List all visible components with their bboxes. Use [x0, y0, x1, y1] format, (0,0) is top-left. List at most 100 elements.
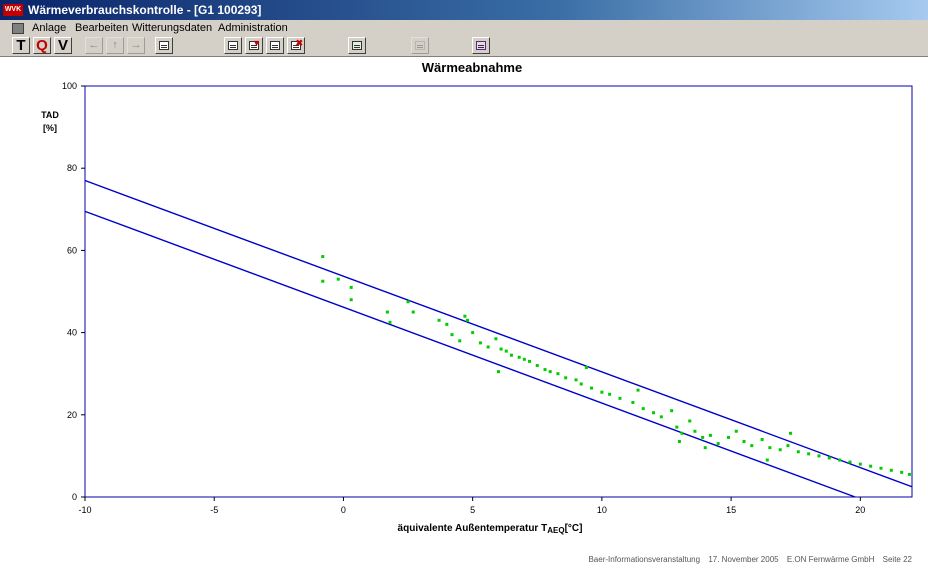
data-point: [349, 298, 353, 302]
x-tick-label: 20: [855, 505, 865, 515]
x-tick-label: 5: [470, 505, 475, 515]
data-point: [869, 464, 873, 468]
data-point: [478, 341, 482, 345]
data-point: [608, 392, 612, 396]
pointer-button[interactable]: [266, 37, 284, 54]
data-point: [564, 376, 568, 380]
v-button[interactable]: V: [54, 37, 72, 54]
chart-edit-button[interactable]: [348, 37, 366, 54]
menu-bearbeiten[interactable]: Bearbeiten: [75, 22, 129, 34]
data-point: [879, 466, 883, 470]
y-tick-label: 40: [67, 328, 77, 338]
data-point: [548, 370, 552, 374]
data-point: [708, 433, 712, 437]
q-letter-icon: Q: [36, 37, 48, 54]
footer-company: E.ON Fernwärme GmbH: [786, 555, 875, 564]
forward-button[interactable]: →: [127, 37, 145, 54]
window-title-bar[interactable]: WVK Wärmeverbrauchskontrolle - [G1 10029…: [0, 0, 928, 20]
x-axis: -10 -5 0 5 10 15 20: [78, 497, 865, 515]
filter-button[interactable]: ▼: [245, 37, 263, 54]
menu-witterungsdaten[interactable]: Witterungsdaten: [132, 22, 213, 34]
slide-footer: Baer-Informationsveranstaltung 17. Novem…: [0, 555, 912, 564]
data-point: [388, 320, 392, 324]
data-point: [385, 310, 389, 314]
menu-anlage[interactable]: Anlage: [32, 22, 67, 34]
window-title: Wärmeverbrauchskontrolle - [G1 100293]: [28, 3, 262, 17]
data-point: [509, 353, 513, 357]
y-tick-label: 100: [62, 81, 77, 91]
delete-icon: [291, 41, 301, 50]
data-point: [535, 363, 539, 367]
data-point: [778, 448, 782, 452]
data-point: [411, 310, 415, 314]
data-point: [734, 429, 738, 433]
data-point: [680, 431, 684, 435]
menu-bar: Anlage Bearbeiten Witterungsdaten Admini…: [0, 20, 928, 36]
y-tick-label: 80: [67, 163, 77, 173]
footer-date: 17. November 2005: [708, 555, 779, 564]
up-button[interactable]: ↑: [106, 37, 124, 54]
footer-event: Baer-Informationsveranstaltung: [588, 555, 701, 564]
data-point: [659, 415, 663, 419]
y-tick-label: 60: [67, 245, 77, 255]
data-point: [786, 444, 790, 448]
limit-lines: [84, 179, 913, 498]
data-point: [321, 279, 325, 283]
data-point: [584, 366, 588, 370]
data-point: [900, 470, 904, 474]
menu-administration[interactable]: Administration: [218, 22, 288, 34]
back-button[interactable]: ←: [85, 37, 103, 54]
data-point: [742, 440, 746, 444]
data-point: [827, 456, 831, 460]
data-point: [336, 277, 340, 281]
data-point: [450, 333, 454, 337]
delete-button[interactable]: ✖: [287, 37, 305, 54]
chart-title: Wärmeabnahme: [422, 60, 522, 75]
data-point: [543, 368, 547, 372]
v-letter-icon: V: [57, 37, 68, 54]
plot-area-frame: [84, 85, 913, 498]
data-point: [517, 355, 521, 359]
x-axis-label: äquivalente Außentemperatur TAEQ[°C]: [398, 523, 583, 535]
data-point: [494, 337, 498, 341]
data-point: [703, 446, 707, 450]
data-point: [522, 357, 526, 361]
data-point: [716, 442, 720, 446]
document-menu-icon[interactable]: [12, 23, 24, 34]
data-point: [465, 318, 469, 322]
data-point: [789, 431, 793, 435]
data-point: [636, 388, 640, 392]
data-point: [437, 318, 441, 322]
print-button[interactable]: [224, 37, 242, 54]
edit-form-button[interactable]: [155, 37, 173, 54]
data-point: [590, 386, 594, 390]
t-button[interactable]: T: [12, 37, 30, 54]
app-icon: WVK: [3, 4, 23, 16]
x-axis-label-main: äquivalente Außentemperatur T: [398, 523, 548, 534]
data-point: [817, 454, 821, 458]
settings-button[interactable]: [411, 37, 429, 54]
y-tick-label: 0: [72, 492, 77, 502]
data-point: [499, 347, 503, 351]
data-point: [486, 345, 490, 349]
data-point: [574, 378, 578, 382]
edit-form-icon: [159, 41, 169, 50]
pointer-icon: [270, 41, 280, 50]
data-point: [471, 331, 475, 335]
data-point: [458, 339, 462, 343]
report-button[interactable]: [472, 37, 490, 54]
data-point: [889, 468, 893, 472]
data-point: [670, 409, 674, 413]
footer-page: Seite 22: [882, 555, 912, 564]
data-point: [701, 435, 705, 439]
data-point: [796, 450, 800, 454]
data-point: [445, 322, 449, 326]
q-button[interactable]: Q: [33, 37, 51, 54]
data-point: [528, 359, 532, 363]
printer-icon: [228, 41, 238, 50]
y-axis: 0 20 40 60 80 100: [62, 81, 85, 502]
chart-edit-icon: [352, 41, 362, 50]
data-point: [641, 407, 645, 411]
x-tick-label: 0: [341, 505, 346, 515]
data-point: [858, 462, 862, 466]
